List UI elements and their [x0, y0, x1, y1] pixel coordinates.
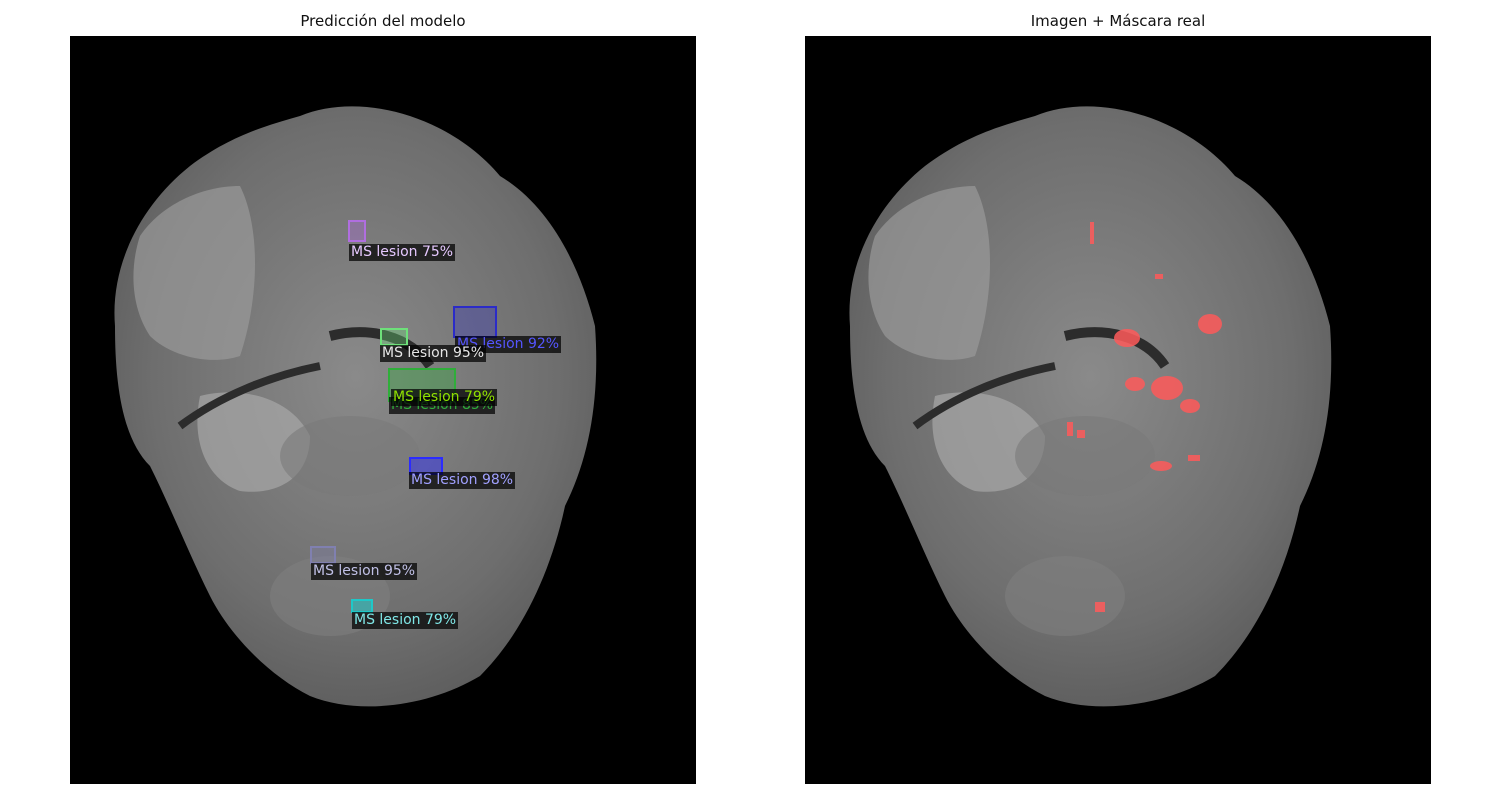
right-panel-title: Imagen + Máscara real [1030, 12, 1206, 30]
left-panel-title: Predicción del modelo [300, 12, 466, 30]
brain-mri-image [114, 106, 597, 707]
detection-label: MS lesion 79% [352, 612, 459, 629]
detection-label: MS lesion 75% [349, 244, 456, 261]
detection-box [351, 599, 373, 613]
lesion-mask [1067, 222, 1222, 612]
ground-truth-panel [805, 36, 1431, 784]
detection-box [348, 220, 366, 242]
detection-box [380, 328, 408, 346]
detection-label: MS lesion 95% [311, 563, 418, 580]
detection-label: MS lesion 95% [380, 345, 487, 362]
detection-label: MS lesion 79% [391, 389, 498, 406]
brain-mri-with-mask [849, 106, 1332, 707]
prediction-panel [70, 36, 696, 784]
detection-box [453, 306, 497, 338]
detection-label: MS lesion 98% [409, 472, 516, 489]
detection-box [310, 546, 336, 564]
